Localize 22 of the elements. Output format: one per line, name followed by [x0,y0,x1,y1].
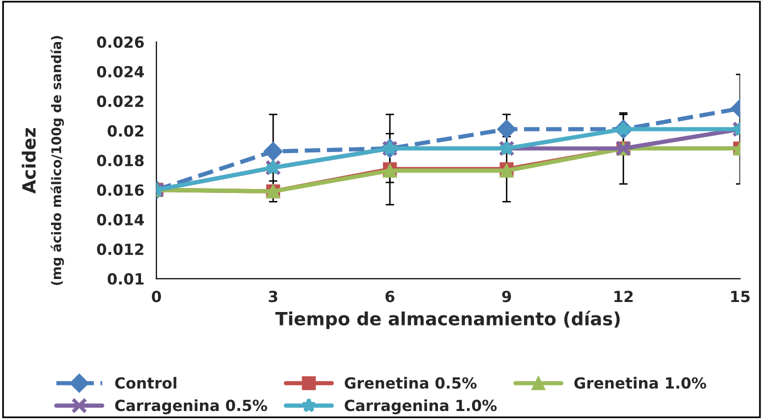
x-tick-label: 15 [731,290,750,302]
legend-label: Carragenina 0.5% [115,399,268,414]
y-axis-title: Acidez (mg ácido málico/100g de sandía) [22,36,64,285]
y-tick-label: 0.01 [108,273,144,285]
x-axis-title: Tiempo de almacenamiento (días) [275,310,620,329]
y-tick-label: 0.018 [97,154,144,166]
x-tick-label: 12 [614,290,633,302]
legend-label: Control [115,376,176,389]
y-tick-label: 0.02 [108,125,144,137]
y-tick-label: 0.014 [97,214,144,226]
x-tick-label: 3 [268,290,278,302]
x-tick-label: 0 [152,290,161,302]
x-tick-label: 9 [502,290,511,302]
y-tick-label: 0.016 [97,184,144,196]
legend-label: Grenetina 0.5% [344,376,477,389]
y-tick-label: 0.026 [97,36,144,48]
y-tick-label: 0.024 [97,66,144,78]
legend-label: Carragenina 1.0% [344,399,497,414]
legend-label: Grenetina 1.0% [574,376,706,389]
y-tick-label: 0.022 [97,96,144,108]
x-tick-label: 6 [386,290,394,302]
y-tick-label: 0.012 [97,244,144,256]
